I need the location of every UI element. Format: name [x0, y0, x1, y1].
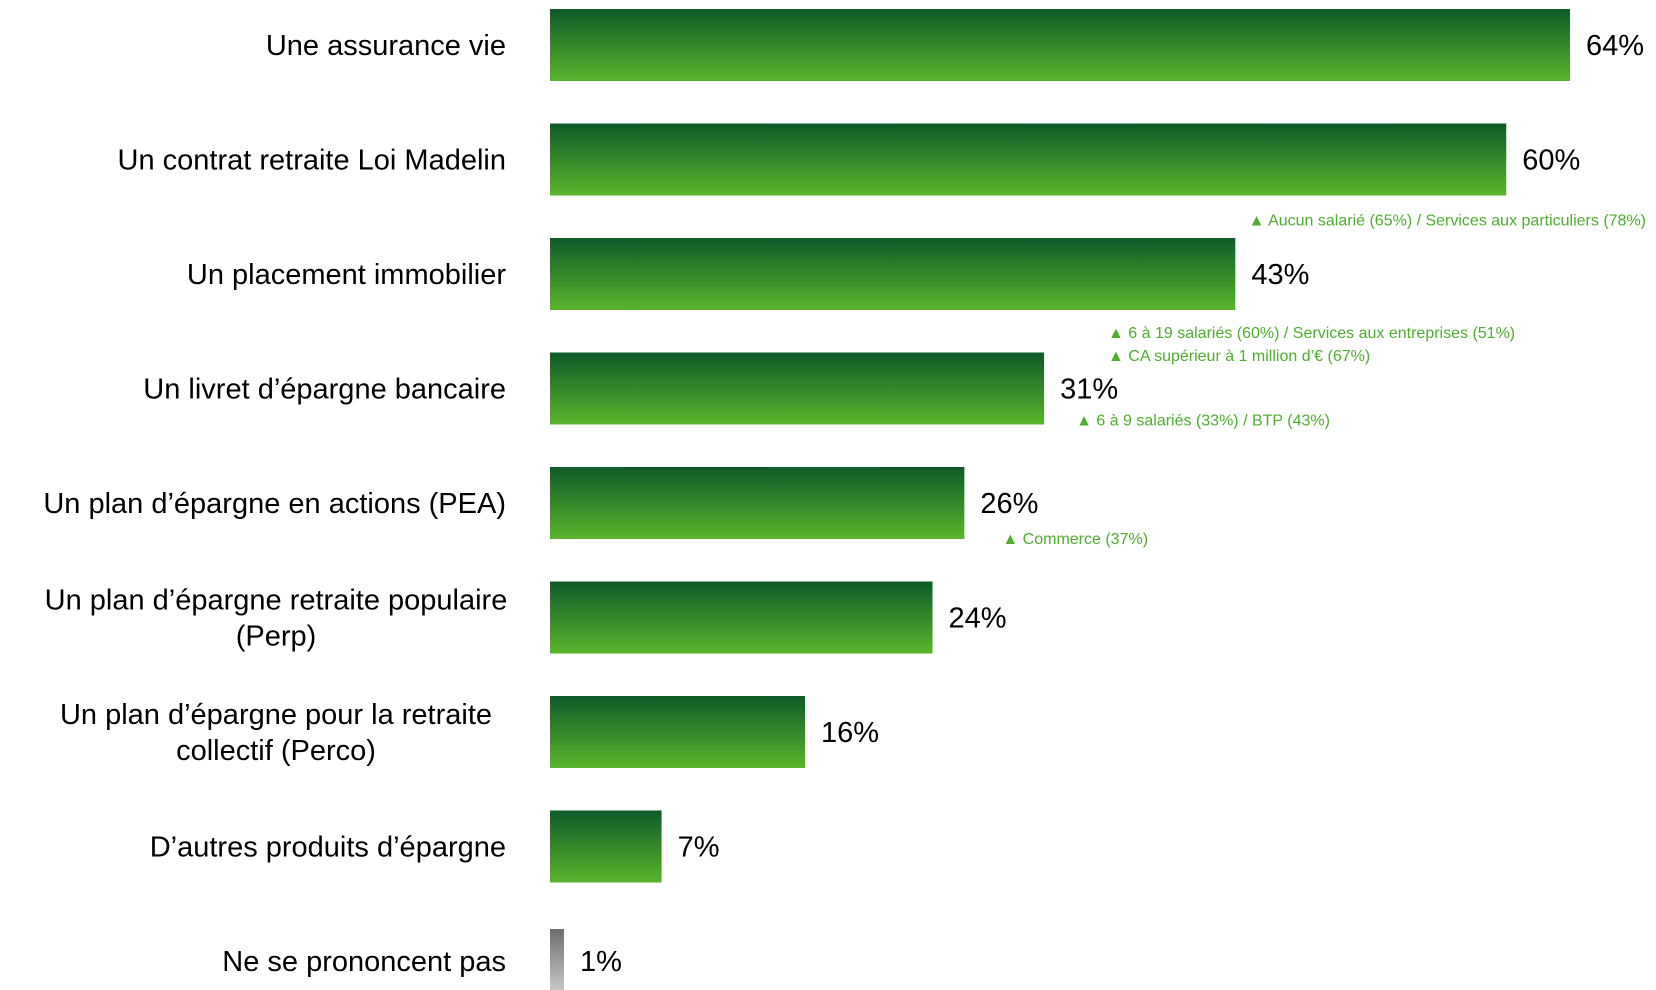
- bar: [550, 238, 1236, 310]
- bar: [550, 9, 1570, 81]
- bar: [550, 123, 1507, 196]
- value-label: 64%: [1586, 30, 1644, 62]
- bar: [550, 929, 564, 990]
- category-label: D’autres produits d’épargne: [150, 832, 506, 864]
- bar: [550, 467, 965, 539]
- value-label: 16%: [821, 717, 879, 749]
- value-label: 1%: [580, 946, 622, 978]
- note-label: ▲ Aucun salarié (65%) / Services aux par…: [1249, 213, 1646, 230]
- value-label: 26%: [980, 488, 1038, 520]
- value-label: 43%: [1251, 259, 1309, 291]
- value-label: 60%: [1522, 145, 1580, 177]
- category-label: Ne se prononcent pas: [222, 946, 506, 978]
- value-label: 7%: [678, 832, 720, 864]
- category-label: collectif (Perco): [176, 735, 376, 767]
- value-label: 24%: [949, 603, 1007, 635]
- category-label: (Perp): [236, 621, 317, 653]
- bar: [550, 810, 662, 883]
- value-label: 31%: [1060, 374, 1118, 406]
- category-label: Un plan d’épargne pour la retraite: [60, 699, 492, 731]
- category-label: Un livret d’épargne bancaire: [143, 374, 506, 406]
- category-label: Un placement immobilier: [187, 259, 506, 291]
- bar: [550, 581, 933, 654]
- note-label: ▲ 6 à 19 salariés (60%) / Services aux e…: [1108, 325, 1515, 342]
- note-label: ▲ Commerce (37%): [1002, 531, 1148, 548]
- bar: [550, 696, 805, 768]
- category-label: Une assurance vie: [266, 30, 506, 62]
- category-label: Un contrat retraite Loi Madelin: [118, 145, 506, 177]
- note-label: ▲ 6 à 9 salariés (33%) / BTP (43%): [1076, 413, 1330, 430]
- category-label: Un plan d’épargne retraite populaire: [45, 585, 508, 617]
- note-label: ▲ CA supérieur à 1 million d’€ (67%): [1108, 348, 1370, 365]
- bar: [550, 352, 1045, 425]
- chart-marks: Une assurance vie 64% Un contrat retraite …: [43, 9, 1646, 990]
- category-label: Un plan d’épargne en actions (PEA): [43, 488, 506, 520]
